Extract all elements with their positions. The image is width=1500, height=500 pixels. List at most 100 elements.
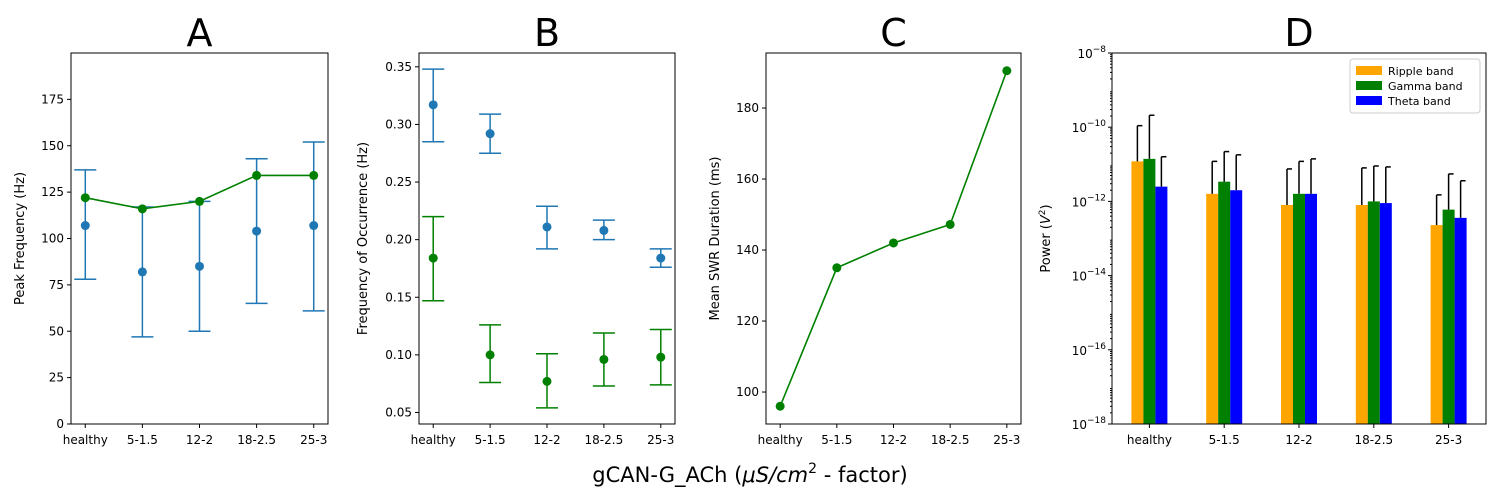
- data-point-1-25-3: [309, 170, 319, 180]
- bar-ripple-band-healthy: [1131, 161, 1144, 425]
- panel-title: B: [534, 11, 560, 55]
- data-point-1-12-2: [195, 196, 204, 206]
- legend-frame: [1349, 58, 1481, 114]
- x-tick-label: healthy: [758, 433, 803, 447]
- data-point-0-healthy: [80, 221, 90, 231]
- y-tick-label: 0.25: [385, 175, 412, 189]
- x-tick-label: 18-2.5: [237, 433, 276, 447]
- y-tick-label: 0.05: [385, 405, 412, 419]
- bar-ripple-band-25-3: [1430, 225, 1443, 424]
- data-point-0-12-2: [195, 261, 204, 271]
- y-tick-label: 180: [736, 101, 759, 115]
- legend-label-2: Theta band: [1387, 95, 1451, 108]
- y-axis-label: Mean SWR Duration (ms): [708, 157, 723, 321]
- y-tick-label: 75: [49, 278, 64, 292]
- x-tick-label: 18-2.5: [585, 433, 624, 447]
- data-point-0-18-2.5: [599, 225, 609, 235]
- data-point-0-25-3: [1002, 66, 1012, 76]
- y-tick-label: 50: [49, 324, 64, 338]
- x-tick-label: healthy: [63, 433, 108, 447]
- y-axis-label: Power (V2): [1038, 204, 1054, 272]
- x-tick-label: 12-2: [186, 433, 213, 447]
- x-tick-label: 5-1.5: [475, 433, 506, 447]
- y-tick-label: 0: [56, 417, 64, 431]
- y-tick-label: 160: [736, 172, 759, 186]
- bar-ripple-band-5-1.5: [1206, 193, 1219, 424]
- y-tick-label: 175: [41, 92, 64, 106]
- data-point-1-healthy: [428, 253, 438, 263]
- legend: Ripple band Gamma band Theta band: [1349, 58, 1481, 114]
- data-point-1-5-1.5: [137, 204, 147, 214]
- legend-label-1: Gamma band: [1388, 80, 1463, 93]
- data-point-0-25-3: [309, 221, 319, 231]
- data-point-1-5-1.5: [485, 350, 495, 360]
- data-point-1-12-2: [542, 376, 552, 386]
- y-tick-label: 140: [736, 243, 759, 257]
- y-tick-label: 0.20: [385, 233, 412, 247]
- legend-swatch-1: [1356, 81, 1382, 90]
- data-point-1-healthy: [80, 193, 90, 203]
- legend-swatch-0: [1356, 66, 1382, 75]
- x-tick-label: healthy: [1127, 433, 1172, 447]
- bar-ripple-band-12-2: [1281, 204, 1293, 424]
- data-point-1-25-3: [656, 352, 666, 362]
- panel-title: A: [187, 11, 213, 55]
- x-tick-label: 18-2.5: [1354, 433, 1393, 447]
- data-point-0-5-1.5: [137, 267, 147, 277]
- legend-label-0: Ripple band: [1388, 65, 1454, 78]
- data-point-1-18-2.5: [252, 170, 262, 180]
- bar-theta-band-25-3: [1454, 217, 1467, 424]
- panel-title: D: [1284, 11, 1313, 55]
- data-point-0-18-2.5: [252, 226, 262, 236]
- y-axis-label: Peak Frequency (Hz): [13, 172, 28, 305]
- y-tick-label: 10−14: [1072, 268, 1107, 284]
- data-point-0-5-1.5: [485, 129, 495, 139]
- x-tick-label: 25-3: [647, 433, 674, 447]
- data-point-0-healthy: [428, 100, 438, 110]
- bar-gamma-band-12-2: [1293, 193, 1305, 424]
- x-tick-label: 25-3: [1435, 433, 1462, 447]
- x-tick-label: 12-2: [880, 433, 907, 447]
- bar-theta-band-18-2.5: [1379, 203, 1392, 424]
- data-point-0-18-2.5: [945, 219, 955, 229]
- y-tick-label: 0.15: [385, 290, 412, 304]
- bar-theta-band-12-2: [1305, 193, 1317, 424]
- panel-title: C: [880, 11, 907, 55]
- y-tick-label: 0.35: [385, 60, 412, 74]
- shared-x-axis-label: gCAN-G_ACh (μS/cm2 - factor): [592, 461, 907, 488]
- data-point-1-18-2.5: [599, 354, 609, 364]
- y-tick-label: 0.10: [385, 348, 412, 362]
- x-tick-label: 18-2.5: [931, 433, 970, 447]
- bar-gamma-band-18-2.5: [1367, 201, 1380, 424]
- data-point-0-12-2: [542, 222, 552, 232]
- y-tick-label: 25: [49, 371, 64, 385]
- bar-gamma-band-healthy: [1143, 158, 1156, 424]
- legend-swatch-2: [1356, 96, 1382, 105]
- y-tick-label: 10−8: [1077, 45, 1106, 61]
- y-tick-label: 150: [41, 139, 64, 153]
- y-tick-label: 10−12: [1072, 193, 1106, 209]
- y-tick-label: 0.30: [385, 117, 412, 131]
- y-tick-label: 125: [41, 185, 64, 199]
- data-point-0-12-2: [889, 238, 898, 248]
- y-tick-label: 10−10: [1072, 119, 1107, 135]
- x-tick-label: 12-2: [533, 433, 560, 447]
- x-tick-label: healthy: [411, 433, 456, 447]
- x-tick-label: 5-1.5: [1209, 433, 1240, 447]
- y-tick-label: 100: [41, 232, 64, 246]
- y-tick-label: 10−16: [1072, 342, 1107, 358]
- data-point-0-5-1.5: [832, 263, 842, 273]
- x-tick-label: 12-2: [1285, 433, 1312, 447]
- bar-theta-band-healthy: [1155, 186, 1168, 424]
- x-tick-label: 25-3: [993, 433, 1020, 447]
- bar-gamma-band-25-3: [1442, 209, 1455, 424]
- bar-ripple-band-18-2.5: [1355, 204, 1368, 424]
- y-tick-label: 120: [736, 314, 759, 328]
- y-tick-label: 10−18: [1072, 416, 1107, 432]
- data-point-0-healthy: [775, 401, 785, 411]
- y-tick-label: 100: [736, 385, 759, 399]
